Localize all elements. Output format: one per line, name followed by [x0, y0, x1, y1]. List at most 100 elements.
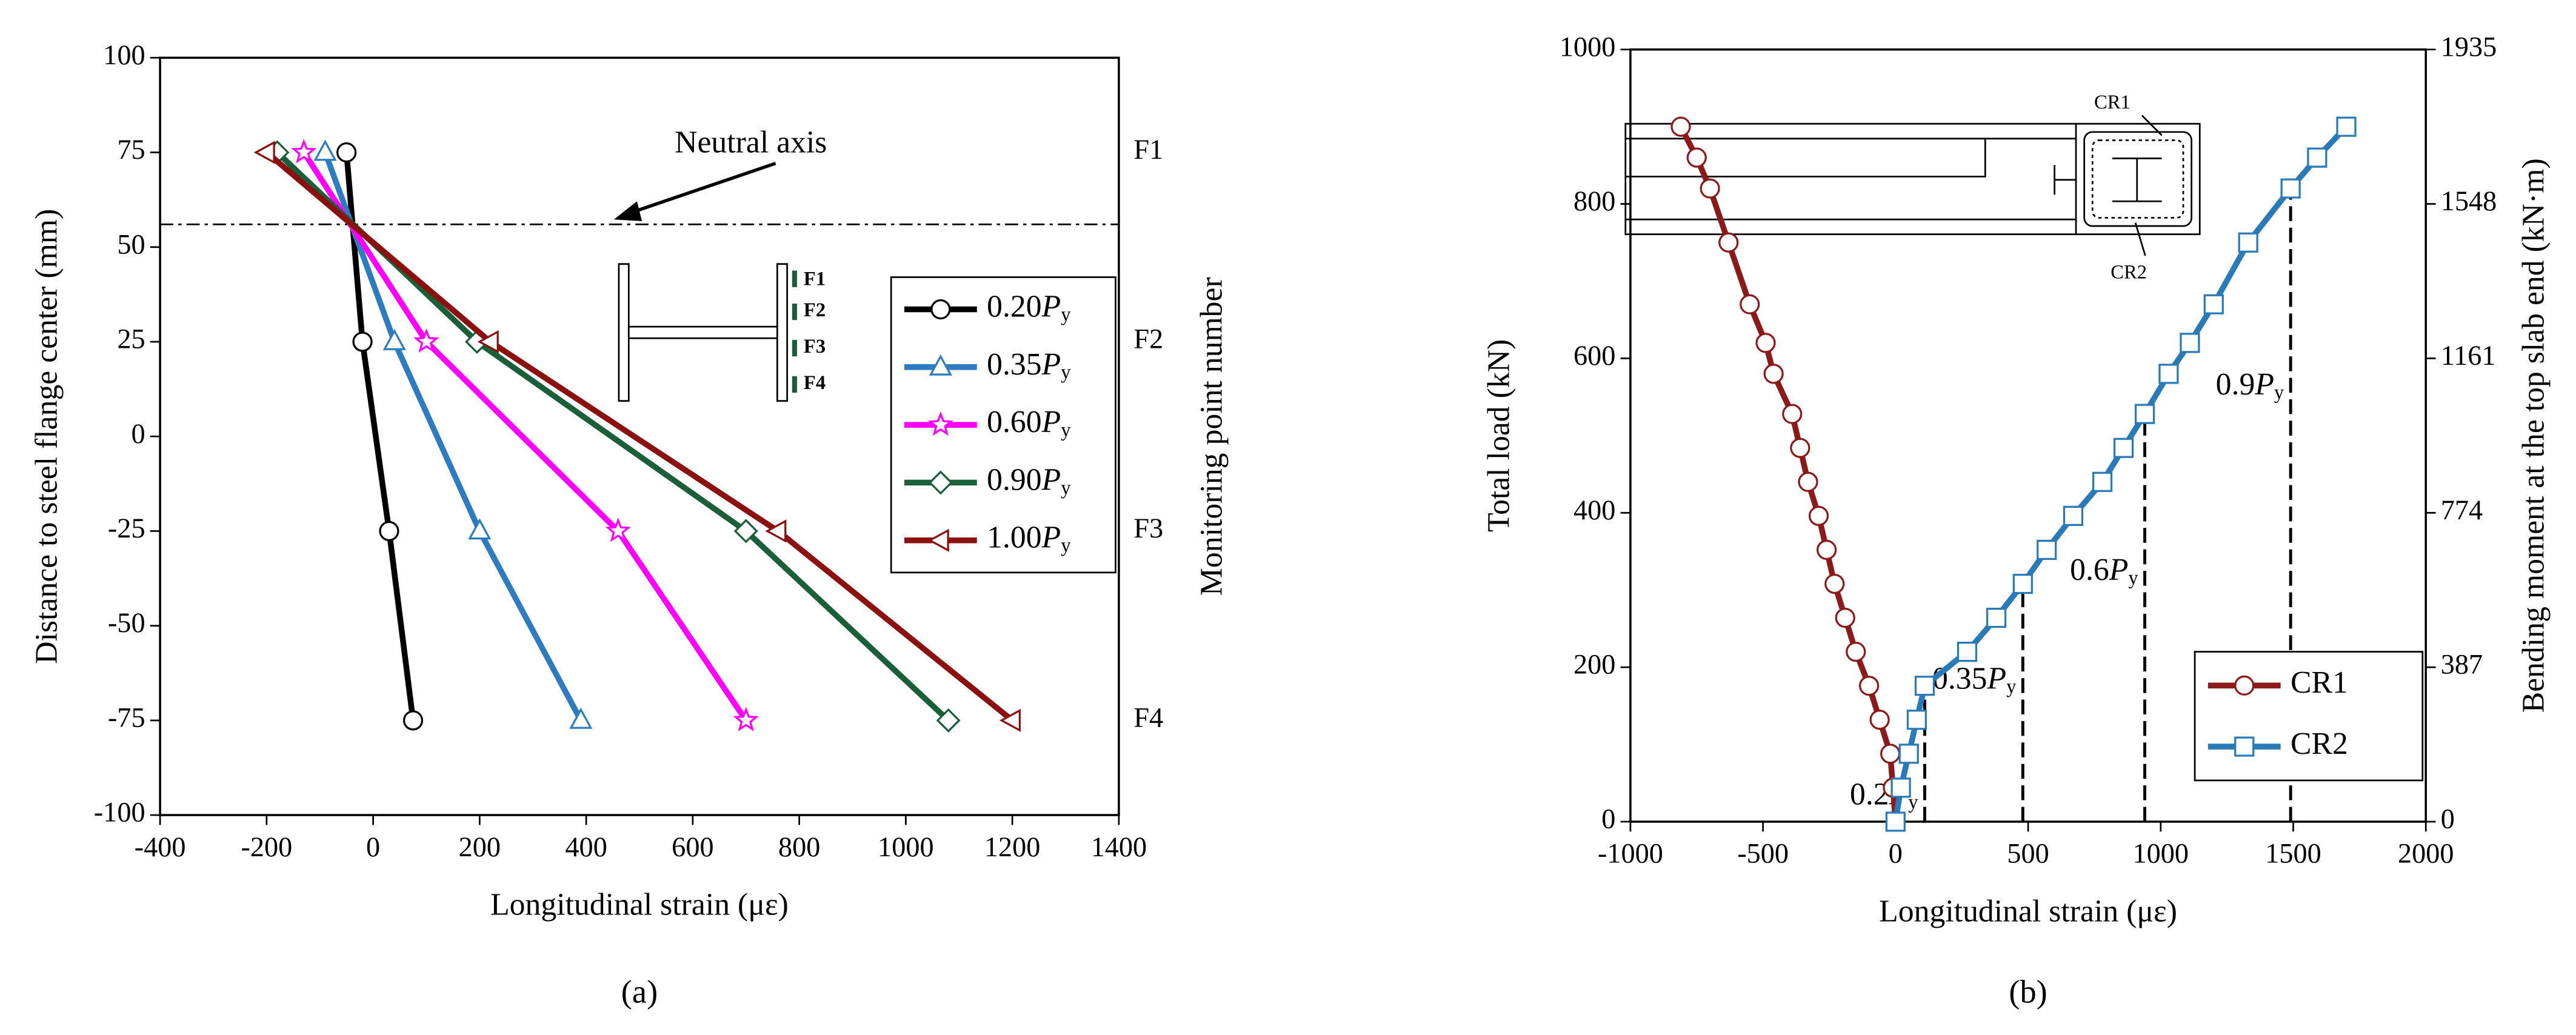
arrow	[630, 161, 776, 215]
marker	[2037, 539, 2057, 561]
inset-label: F2	[804, 299, 826, 321]
x-tick-label: 0	[1889, 839, 1903, 870]
marker	[253, 141, 275, 164]
marker	[569, 707, 593, 729]
y-tick-label: 25	[117, 324, 145, 355]
y2-tick-label: F2	[1133, 324, 1163, 355]
y-tick-label: 0	[1601, 804, 1615, 835]
marker	[765, 519, 787, 543]
legend-label: CR1	[2291, 665, 2348, 700]
annotation: 0.6Py	[2070, 553, 2138, 589]
caption: (a)	[621, 973, 658, 1010]
marker	[402, 710, 424, 731]
marker	[1824, 573, 1845, 594]
marker	[1755, 333, 1776, 353]
marker	[2203, 294, 2224, 314]
series-line	[343, 152, 416, 721]
y2-tick-label: 1935	[2441, 32, 2497, 62]
x-tick-label: 1400	[1091, 832, 1147, 863]
marker	[2158, 364, 2179, 384]
legend-marker	[2234, 736, 2255, 757]
y2-tick-label: F1	[1133, 135, 1163, 165]
x-axis-label: Longitudinal strain (με)	[1879, 894, 2177, 928]
marker	[733, 707, 759, 731]
y-tick-label: -100	[94, 797, 145, 828]
marker	[1740, 294, 1760, 314]
y2-tick-label: 0	[2441, 804, 2455, 835]
arrow-head	[613, 201, 642, 221]
x-tick-label: 1000	[2133, 839, 2189, 870]
marker	[2238, 232, 2258, 253]
x-tick-label: 800	[778, 832, 820, 863]
marker	[1885, 811, 1906, 832]
legend-marker	[2234, 675, 2255, 696]
marker	[1859, 676, 1880, 696]
y-tick-label: 75	[117, 135, 145, 165]
marker	[2336, 116, 2357, 137]
marker	[1957, 641, 1978, 662]
marker	[1782, 404, 1803, 424]
x-tick-label: 600	[672, 832, 713, 863]
caption: (b)	[2009, 973, 2047, 1010]
annotation: 0.9Py	[2216, 367, 2284, 404]
inset-label: F1	[804, 268, 826, 290]
inset-section-a	[618, 263, 798, 402]
x-tick-label: 400	[565, 832, 607, 863]
marker	[1914, 676, 1935, 696]
marker	[1880, 744, 1901, 764]
x-tick-label: -400	[135, 832, 186, 863]
marker	[2307, 147, 2327, 168]
marker	[733, 519, 758, 544]
legend-label: 0.35Py	[987, 347, 1071, 384]
marker	[605, 518, 631, 542]
marker	[999, 708, 1021, 732]
marker	[413, 328, 439, 353]
x-tick-label: 0	[366, 832, 380, 863]
y-tick-label: 200	[1573, 650, 1615, 681]
marker	[379, 521, 399, 542]
y-tick-label: 50	[117, 229, 145, 260]
marker	[936, 708, 961, 733]
legend-label: 0.60Py	[987, 405, 1071, 441]
marker	[336, 142, 357, 163]
y2-tick-label: 387	[2441, 650, 2483, 681]
x-tick-label: -200	[241, 832, 292, 863]
y2-tick-label: 774	[2441, 495, 2483, 526]
y-tick-label: -50	[108, 608, 145, 639]
x-tick-label: -1000	[1598, 839, 1663, 870]
marker	[468, 518, 492, 540]
inset-label: F4	[804, 372, 826, 394]
annotation: 0.35Py	[1932, 662, 2017, 698]
marker	[2012, 573, 2033, 594]
y-axis-label: Distance to steel flange center (mm)	[30, 209, 64, 664]
x-tick-label: 500	[2007, 839, 2049, 870]
marker	[1898, 744, 1919, 764]
x-tick-label: 1200	[984, 832, 1041, 863]
marker	[2180, 333, 2200, 353]
marker	[2063, 505, 2084, 526]
legend-label: 0.20Py	[987, 289, 1071, 325]
x-tick-label: 2000	[2398, 839, 2454, 870]
marker	[1986, 607, 2007, 628]
series-line	[301, 150, 749, 722]
series-line	[264, 150, 1015, 723]
marker	[1835, 607, 1855, 628]
legend-label: 1.00Py	[987, 521, 1071, 557]
marker	[477, 330, 499, 354]
marker	[352, 331, 373, 352]
marker	[1790, 438, 1810, 458]
x-tick-label: 200	[459, 832, 501, 863]
marker	[2134, 404, 2155, 424]
inset-label: F3	[804, 336, 826, 358]
marker	[1670, 116, 1691, 137]
marker	[1817, 539, 1837, 561]
marker	[291, 139, 317, 164]
legend-marker	[927, 528, 949, 552]
marker	[2113, 438, 2134, 458]
marker	[1869, 710, 1890, 730]
y2-tick-label: 1161	[2441, 341, 2496, 371]
annotation: Neutral axis	[675, 125, 827, 159]
marker	[1906, 710, 1927, 730]
y2-tick-label: F3	[1133, 513, 1163, 544]
